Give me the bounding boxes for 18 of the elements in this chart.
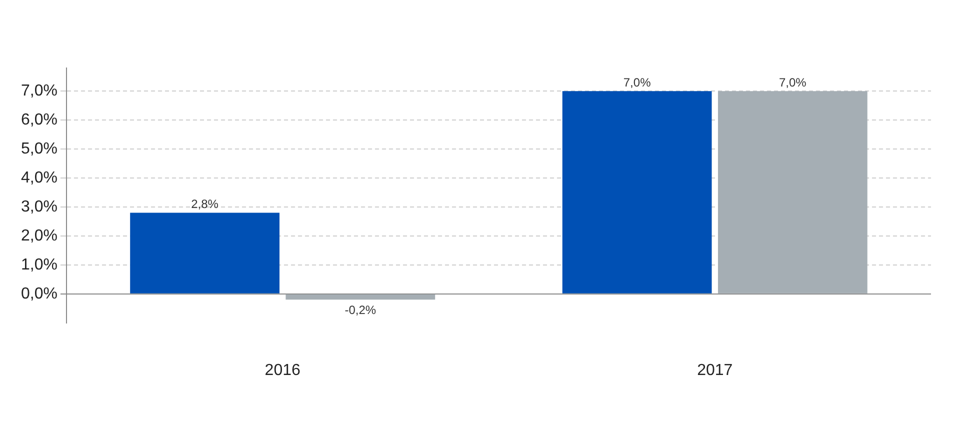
data-label: 7,0%: [623, 75, 652, 90]
x-tick-label: 2017: [697, 362, 733, 379]
bar: [562, 91, 712, 294]
bar: [286, 294, 436, 300]
y-tick-label: 7,0%: [21, 82, 58, 100]
bar: [718, 91, 868, 294]
y-tick-label: 5,0%: [21, 140, 58, 158]
y-tick-label: 0,0%: [21, 285, 58, 302]
x-tick-label: 2016: [264, 362, 300, 379]
bar: [130, 212, 280, 294]
data-label: -0,2%: [344, 302, 376, 317]
y-tick-label: 2,0%: [21, 227, 58, 244]
data-label: 2,8%: [191, 197, 219, 212]
data-label: 7,0%: [778, 75, 807, 90]
y-tick-label: 4,0%: [21, 169, 58, 186]
y-tick-label: 1,0%: [21, 256, 58, 274]
y-tick-label: 3,0%: [21, 198, 58, 216]
y-tick-label: 6,0%: [21, 112, 58, 129]
